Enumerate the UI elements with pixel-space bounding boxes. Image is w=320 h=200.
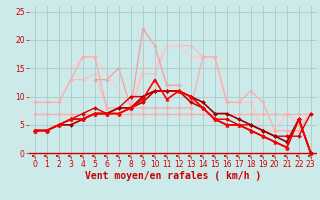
X-axis label: Vent moyen/en rafales ( km/h ): Vent moyen/en rafales ( km/h ) [85,171,261,181]
